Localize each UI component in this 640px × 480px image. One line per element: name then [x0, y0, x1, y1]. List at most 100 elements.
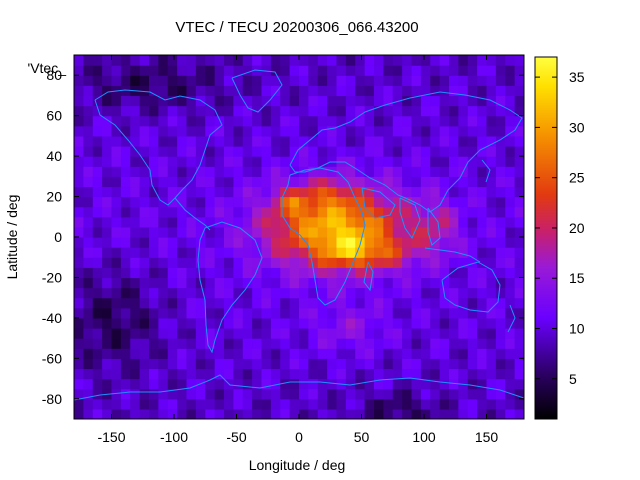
- heatmap-cell: [224, 398, 234, 410]
- heatmap-cell: [308, 176, 319, 188]
- heatmap-cell: [392, 247, 403, 258]
- heatmap-cell: [280, 216, 291, 228]
- heatmap-cell: [430, 338, 441, 349]
- heatmap-cell: [261, 206, 272, 218]
- heatmap-cell: [430, 287, 441, 299]
- heatmap-cell: [495, 287, 506, 299]
- heatmap-cell: [186, 125, 197, 137]
- heatmap-cell: [205, 297, 216, 309]
- heatmap-cell: [111, 176, 122, 188]
- heatmap-cell: [102, 317, 113, 329]
- heatmap-cell: [280, 368, 291, 380]
- heatmap-cell: [177, 317, 188, 329]
- heatmap-cell: [430, 398, 441, 410]
- heatmap-cell: [402, 237, 413, 248]
- heatmap-cell: [364, 267, 375, 279]
- heatmap-cell: [205, 307, 216, 319]
- heatmap-cell: [364, 307, 375, 319]
- heatmap-cell: [345, 307, 356, 319]
- heatmap-cell: [177, 156, 188, 167]
- heatmap-cell: [92, 237, 103, 248]
- heatmap-cell: [505, 135, 516, 147]
- heatmap-cell: [486, 277, 497, 289]
- heatmap-cell: [505, 317, 516, 329]
- heatmap-cell: [92, 105, 103, 117]
- heatmap-cell: [477, 307, 488, 319]
- coastlines: [74, 69, 524, 401]
- heatmap-cell: [74, 186, 84, 198]
- heatmap-cell: [177, 408, 188, 419]
- heatmap-cell: [505, 388, 516, 400]
- heatmap-cell: [308, 125, 319, 137]
- heatmap-cell: [458, 95, 469, 107]
- heatmap-cell: [308, 95, 319, 107]
- heatmap-cell: [458, 348, 469, 359]
- heatmap-cell: [458, 307, 469, 319]
- heatmap-cell: [392, 166, 403, 177]
- heatmap-cell: [224, 267, 234, 279]
- heatmap-cell: [355, 297, 366, 309]
- heatmap-cell: [289, 85, 300, 97]
- heatmap-cell: [505, 216, 516, 228]
- heatmap-cell: [308, 196, 319, 208]
- heatmap-cell: [355, 388, 366, 400]
- heatmap-cell: [345, 247, 356, 258]
- heatmap-cell: [83, 125, 94, 137]
- heatmap-cell: [383, 196, 394, 208]
- heatmap-cell: [486, 226, 497, 238]
- heatmap-cell: [308, 348, 319, 359]
- heatmap-cell: [233, 247, 244, 258]
- heatmap-cell: [214, 368, 225, 380]
- heatmap-cell: [195, 206, 206, 218]
- heatmap-cell: [411, 186, 422, 198]
- heatmap-cell: [214, 358, 225, 370]
- heatmap-cell: [289, 408, 300, 419]
- heatmap-cell: [336, 85, 347, 97]
- heatmap-cell: [514, 317, 524, 329]
- heatmap-cell: [205, 408, 216, 419]
- heatmap-cell: [430, 226, 441, 238]
- heatmap-cell: [392, 287, 403, 299]
- heatmap-cell: [486, 216, 497, 228]
- heatmap-cell: [402, 307, 413, 319]
- heatmap-cell: [308, 115, 319, 127]
- heatmap-cell: [514, 135, 524, 147]
- heatmap-cell: [139, 226, 150, 238]
- heatmap-cell: [149, 125, 159, 137]
- heatmap-cell: [120, 378, 131, 390]
- heatmap-cell: [355, 95, 366, 107]
- heatmap-cell: [383, 186, 394, 198]
- heatmap-cell: [308, 297, 319, 309]
- heatmap-cell: [505, 226, 516, 238]
- heatmap-cell: [102, 146, 113, 157]
- heatmap-cell: [111, 206, 122, 218]
- heatmap-cell: [280, 328, 291, 339]
- heatmap-cell: [186, 55, 197, 66]
- heatmap-cell: [439, 176, 450, 188]
- heatmap-cell: [327, 55, 338, 66]
- heatmap-cell: [186, 65, 197, 76]
- heatmap-cell: [186, 267, 197, 279]
- heatmap-cell: [139, 398, 150, 410]
- heatmap-cell: [449, 105, 459, 117]
- heatmap-cell: [467, 55, 478, 66]
- heatmap-cell: [195, 267, 206, 279]
- heatmap-cell: [355, 75, 366, 86]
- heatmap-cell: [205, 55, 216, 66]
- y-tick-label: -20: [42, 269, 62, 285]
- heatmap-cell: [383, 135, 394, 147]
- heatmap-cell: [102, 95, 113, 107]
- heatmap-cell: [120, 95, 131, 107]
- heatmap-cell: [83, 105, 94, 117]
- heatmap-cell: [252, 216, 263, 228]
- heatmap-cell: [495, 368, 506, 380]
- heatmap-cell: [242, 166, 253, 177]
- heatmap-cell: [477, 317, 488, 329]
- heatmap-cell: [242, 297, 253, 309]
- heatmap-cell: [458, 156, 469, 167]
- heatmap-cell: [402, 65, 413, 76]
- heatmap-cell: [252, 75, 263, 86]
- colorbar-tick-label: 10: [569, 321, 585, 337]
- heatmap-cell: [252, 125, 263, 137]
- heatmap-cell: [111, 156, 122, 167]
